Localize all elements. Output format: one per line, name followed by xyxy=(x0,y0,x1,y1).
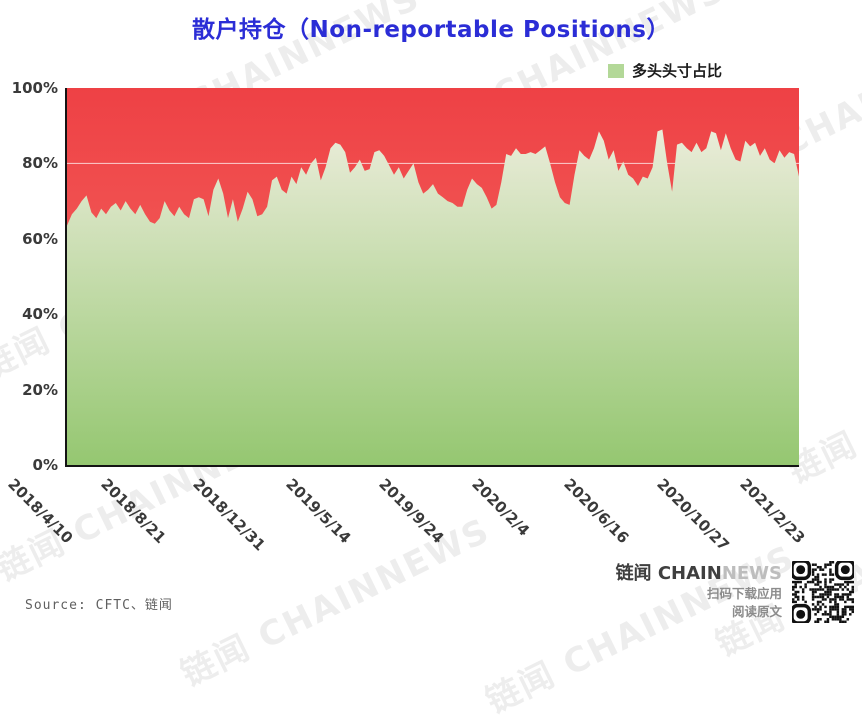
x-tick-label: 2019/5/14 xyxy=(282,475,355,548)
brand-zh: 链闻 xyxy=(615,563,658,585)
footer-scan-hint: 扫码下载应用 xyxy=(706,585,782,601)
x-tick-label: 2018/8/21 xyxy=(96,475,170,548)
source-note: Source: CFTC、链闻 xyxy=(25,598,173,613)
y-tick-label: 20% xyxy=(22,380,58,399)
x-tick-label: 2021/2/23 xyxy=(736,475,809,548)
x-tick-label: 2020/10/27 xyxy=(653,475,733,555)
x-tick-label: 2019/9/24 xyxy=(375,475,448,548)
brand-en-light: NEWS xyxy=(721,563,782,585)
qr-code xyxy=(792,561,854,623)
x-tick-label: 2018/12/31 xyxy=(189,475,270,555)
chart-title: 散户持仓（Non-reportable Positions） xyxy=(192,17,670,43)
brand-logo: 链闻 CHAINNEWS xyxy=(616,563,782,585)
legend: 多头头寸占比 xyxy=(608,60,722,81)
plot-area xyxy=(65,88,799,467)
legend-label: 多头头寸占比 xyxy=(632,62,723,80)
x-tick-label: 2020/6/16 xyxy=(560,475,633,548)
footer-read-original: 阅读原文 xyxy=(731,603,782,619)
y-tick-label: 80% xyxy=(22,154,58,173)
y-tick-label: 0% xyxy=(32,456,58,474)
brand-en-bold: CHAIN xyxy=(657,563,722,585)
area-chart xyxy=(67,88,799,465)
footer-brand-block: 链闻 CHAINNEWS 扫码下载应用 阅读原文 xyxy=(616,561,854,623)
x-tick-label: 2020/2/4 xyxy=(467,475,533,540)
y-tick-label: 100% xyxy=(11,79,58,97)
y-tick-label: 60% xyxy=(22,229,58,248)
y-tick-label: 40% xyxy=(22,305,58,324)
x-tick-label: 2018/4/10 xyxy=(4,475,77,548)
long-position-area-series xyxy=(67,129,799,465)
legend-swatch-icon xyxy=(608,63,624,78)
